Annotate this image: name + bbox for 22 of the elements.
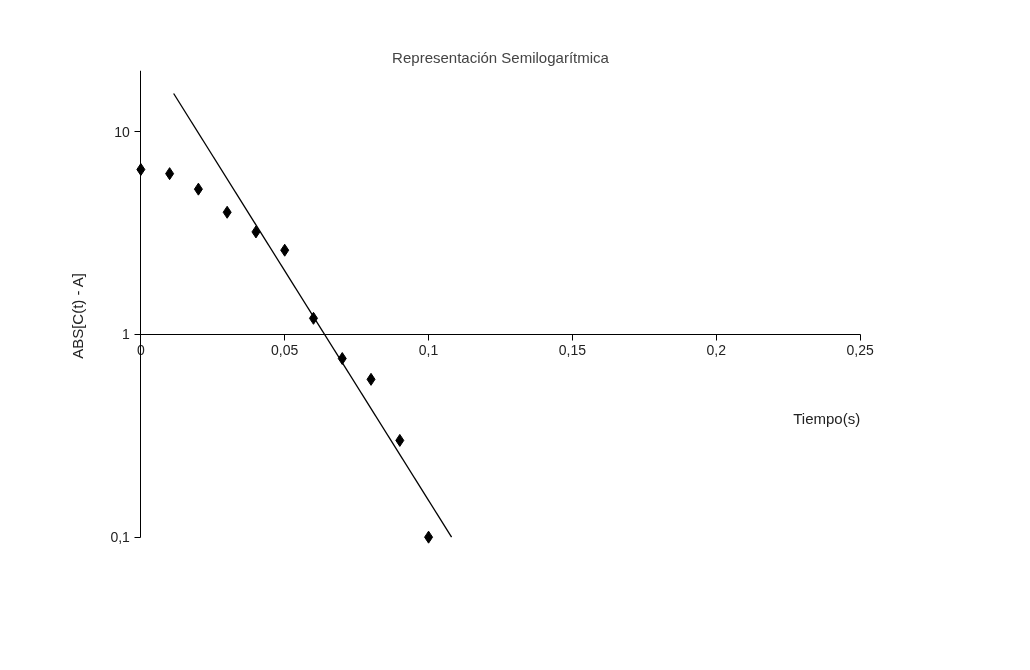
x-tick-label: 0,2 bbox=[706, 342, 727, 359]
y-tick-label: 10 bbox=[114, 123, 131, 140]
point bbox=[424, 530, 434, 544]
point bbox=[165, 167, 175, 181]
y-tick-label: 1 bbox=[122, 326, 131, 343]
point bbox=[395, 433, 405, 447]
point bbox=[337, 352, 347, 366]
point bbox=[222, 205, 232, 219]
x-tick-label: 0,1 bbox=[418, 342, 439, 359]
chart-title: Representación Semilogarítmica bbox=[392, 48, 610, 66]
x-tick-label: 0,15 bbox=[558, 342, 587, 359]
y-axis-title: ABS[C(t) - A] bbox=[68, 272, 86, 359]
point bbox=[280, 243, 290, 257]
point bbox=[251, 225, 261, 239]
point bbox=[136, 162, 146, 176]
x-tick-label: 0,25 bbox=[846, 342, 874, 359]
point bbox=[193, 182, 203, 196]
point bbox=[308, 311, 318, 325]
y-tick-label: 0,1 bbox=[110, 529, 131, 546]
x-tick-label: 0,05 bbox=[271, 342, 299, 359]
x-axis-title: Tiempo(s) bbox=[793, 409, 861, 427]
point bbox=[366, 372, 376, 386]
